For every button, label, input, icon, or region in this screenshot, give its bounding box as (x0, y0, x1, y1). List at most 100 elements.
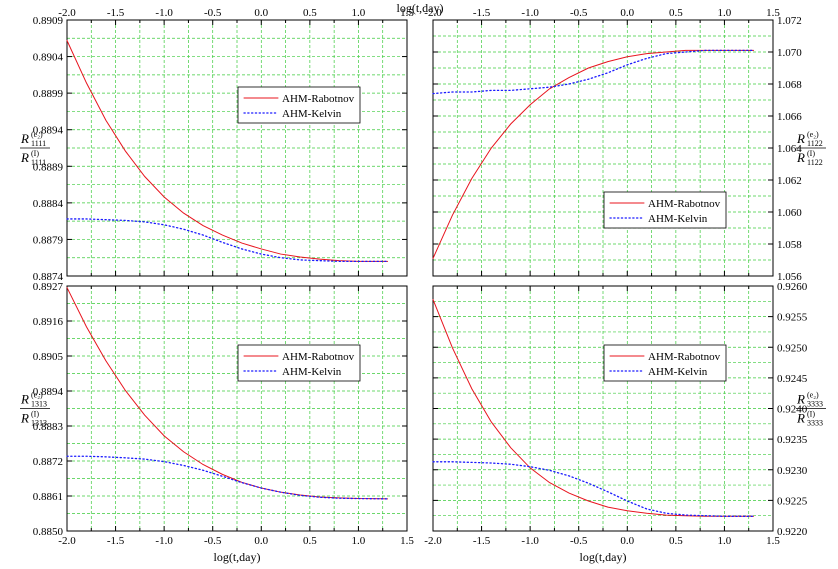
y-tick-label: 0.8861 (33, 491, 63, 503)
y-axis-label-denominator-subscript: 3333 (807, 419, 823, 428)
y-tick-label: 1.066 (777, 111, 802, 123)
x-tick-label: -1.0 (155, 7, 173, 19)
y-axis-label-numerator-subscript: 1122 (807, 139, 823, 148)
x-tick-label: -0.5 (570, 535, 588, 547)
kelvin-series-line (432, 461, 755, 517)
grid-lines (432, 19, 774, 277)
y-tick-label: 0.8884 (33, 198, 64, 210)
y-axis-label-numerator-subscript: 1111 (31, 139, 46, 148)
legend: AHM-Rabotnov AHM-Kelvin (237, 344, 361, 382)
legend: AHM-Rabotnov AHM-Kelvin (603, 191, 727, 229)
y-tick-label: 1.070 (777, 47, 802, 59)
y-tick-label: 0.8889 (33, 161, 64, 173)
y-tick-label: 0.8894 (33, 386, 64, 398)
y-axis-label-numerator-superscript: (e₂) (807, 391, 819, 400)
x-tick-label: -1.0 (521, 7, 539, 19)
grid-lines (432, 285, 774, 532)
x-tick-label: 0.0 (620, 535, 634, 547)
y-tick-label: 1.058 (777, 239, 802, 251)
legend-kelvin-label: AHM-Kelvin (282, 108, 342, 120)
y-axis-label-denominator-superscript: (I) (807, 149, 815, 158)
y-axis-label-denominator-superscript: (I) (31, 149, 39, 158)
x-tick-label: 0.5 (303, 535, 317, 547)
y-axis-label-numerator-superscript: (e₂) (31, 391, 43, 400)
grid-lines (66, 19, 408, 277)
panels: -2.0 -1.5 -1.0 -0.5 0.0 0.5 1.0 1.5 0.8874 0.8879… (20, 7, 826, 547)
y-tick-label: 0.9225 (777, 495, 808, 507)
y-axis-label-denominator-superscript: (I) (807, 410, 815, 419)
kelvin-series-line (66, 218, 389, 263)
legend-rabotnov-label: AHM-Rabotnov (282, 93, 355, 105)
rabotnov-series-line (432, 49, 755, 259)
bottom-axis-title-right: log(t,day) (580, 550, 627, 564)
y-axis-label-denominator: R (796, 411, 805, 426)
y-tick-label: 0.8904 (33, 52, 64, 64)
legend-rabotnov-label: AHM-Rabotnov (648, 198, 721, 210)
chart-panel-top-right: -2.0 -1.5 -1.0 -0.5 0.0 0.5 1.0 1.5 1.056 1.058 1.… (424, 7, 826, 283)
y-tick-label: 0.8909 (33, 15, 64, 27)
top-axis-title: log(t,day) (397, 1, 444, 15)
x-tick-label: -1.0 (155, 535, 173, 547)
y-axis-label-denominator: R (20, 411, 29, 426)
x-tick-label: -1.5 (107, 7, 125, 19)
legend-box (237, 344, 361, 382)
legend-kelvin-label: AHM-Kelvin (648, 366, 708, 378)
y-axis-label-denominator: R (796, 150, 805, 165)
x-tick-label: 1.5 (400, 7, 414, 19)
y-axis-label-numerator-subscript: 1313 (31, 400, 47, 409)
y-tick-label: 0.9260 (777, 281, 808, 293)
y-tick-label: 0.8905 (33, 351, 64, 363)
chart-panel-top-left: -2.0 -1.5 -1.0 -0.5 0.0 0.5 1.0 1.5 0.8874 0.8879… (20, 7, 414, 283)
x-tick-label: -2.0 (58, 7, 76, 19)
y-tick-label: 0.8872 (33, 456, 63, 468)
y-axis-label-numerator: R (20, 131, 29, 146)
y-tick-label: 1.064 (777, 143, 802, 155)
chart-panel-bottom-left: -2.0 -1.5 -1.0 -0.5 0.0 0.5 1.0 1.5 0.8850 0.8861… (20, 281, 414, 547)
y-tick-label: 0.9255 (777, 312, 808, 324)
y-tick-label: 0.9220 (777, 526, 808, 538)
x-tick-label: 0.0 (254, 535, 268, 547)
rabotnov-series-line (432, 298, 755, 517)
y-tick-label: 0.9230 (777, 465, 808, 477)
x-tick-label: -1.5 (473, 535, 491, 547)
y-tick-label: 1.072 (777, 15, 802, 27)
rabotnov-series-line (66, 287, 389, 500)
y-tick-label: 0.9235 (777, 434, 808, 446)
x-tick-label: 1.0 (718, 535, 732, 547)
x-tick-label: 0.0 (620, 7, 634, 19)
legend-kelvin-label: AHM-Kelvin (648, 213, 708, 225)
y-tick-label: 0.8883 (33, 421, 64, 433)
y-axis-label-denominator-subscript: 1313 (31, 419, 47, 428)
y-tick-label: 1.068 (777, 79, 802, 91)
x-tick-label: -1.0 (521, 535, 539, 547)
y-axis-label-denominator-superscript: (I) (31, 410, 39, 419)
x-tick-label: -1.5 (107, 535, 125, 547)
x-tick-label: 0.5 (303, 7, 317, 19)
y-tick-label: 0.8899 (33, 88, 64, 100)
legend-box (603, 344, 727, 382)
legend-rabotnov-label: AHM-Rabotnov (282, 351, 355, 363)
y-tick-label: 0.8874 (33, 271, 64, 283)
y-axis-label-numerator: R (20, 392, 29, 407)
x-tick-label: -0.5 (204, 7, 222, 19)
y-tick-label: 1.060 (777, 207, 802, 219)
legend-kelvin-label: AHM-Kelvin (282, 366, 342, 378)
x-tick-label: 1.0 (718, 7, 732, 19)
y-axis-label-denominator-subscript: 1122 (807, 158, 823, 167)
x-tick-label: 0.0 (254, 7, 268, 19)
y-tick-label: 1.056 (777, 271, 802, 283)
x-tick-label: -2.0 (424, 7, 442, 19)
y-tick-label: 0.9250 (777, 342, 808, 354)
y-axis-label-numerator: R (796, 392, 805, 407)
y-tick-label: 0.9245 (777, 373, 808, 385)
grid-lines (66, 285, 408, 532)
x-tick-label: -2.0 (424, 535, 442, 547)
chart-panel-bottom-right: -2.0 -1.5 -1.0 -0.5 0.0 0.5 1.0 1.50.9220 0.9225… (424, 281, 826, 547)
y-axis-label-numerator-superscript: (e₂) (31, 130, 43, 139)
y-tick-label: 0.8927 (33, 281, 64, 293)
y-axis-label-numerator-superscript: (e₂) (807, 130, 819, 139)
y-tick-label: 0.8879 (33, 234, 64, 246)
